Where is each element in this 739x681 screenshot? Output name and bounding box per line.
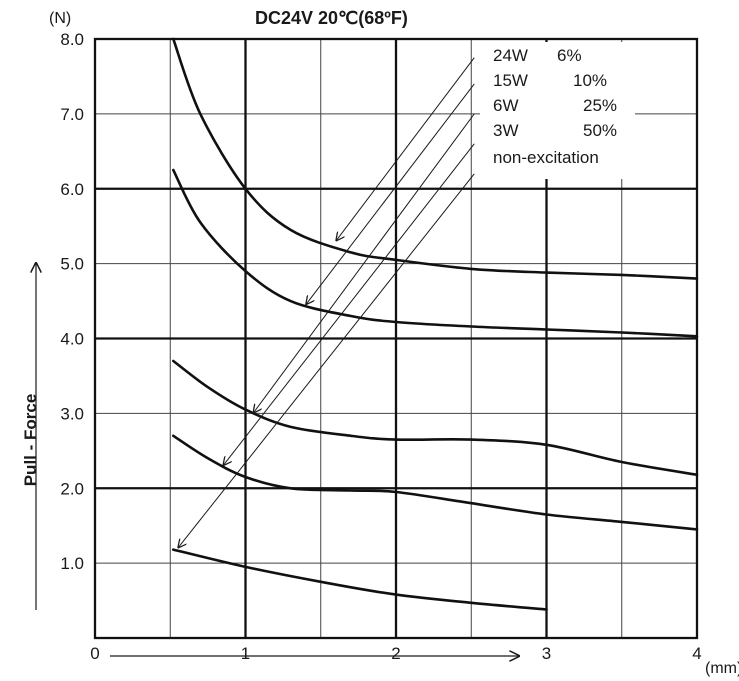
series-line-15w-10 bbox=[172, 168, 699, 338]
leader-line bbox=[306, 83, 475, 305]
legend-duty: 6% bbox=[557, 46, 582, 65]
legend-label: 15W bbox=[493, 71, 528, 90]
x-tick-label: 0 bbox=[90, 644, 99, 663]
y-tick-label: 6.0 bbox=[60, 180, 84, 199]
x-tick-label: 1 bbox=[241, 644, 250, 663]
legend-label: non-excitation bbox=[493, 148, 599, 167]
series-line-6w-25 bbox=[172, 359, 699, 477]
leader-line bbox=[223, 143, 475, 466]
x-tick-labels: 0 1 2 3 4 bbox=[90, 644, 701, 663]
legend-duty: 50% bbox=[583, 121, 617, 140]
legend: 24W 6% 15W 10% 6W 25% 3W 50% non-excitation bbox=[480, 42, 635, 179]
series-line-24w-6 bbox=[172, 37, 699, 280]
legend-leader-lines bbox=[178, 57, 475, 548]
y-tick-label: 5.0 bbox=[60, 255, 84, 274]
chart-title: DC24V 20℃(68ºF) bbox=[255, 8, 408, 28]
series-line-3w-50 bbox=[172, 434, 699, 531]
legend-label: 3W bbox=[493, 121, 519, 140]
y-tick-label: 4.0 bbox=[60, 330, 84, 349]
x-tick-label: 4 bbox=[692, 644, 701, 663]
legend-label: 24W bbox=[493, 46, 528, 65]
y-axis-label: Pull - Force bbox=[21, 394, 40, 487]
y-tick-labels: 1.0 2.0 3.0 4.0 5.0 6.0 7.0 8.0 bbox=[60, 30, 84, 573]
y-unit-label: (N) bbox=[49, 10, 71, 27]
y-tick-label: 1.0 bbox=[60, 554, 84, 573]
y-tick-label: 7.0 bbox=[60, 105, 84, 124]
legend-duty: 25% bbox=[583, 96, 617, 115]
leader-line bbox=[178, 173, 475, 548]
x-tick-label: 2 bbox=[391, 644, 400, 663]
legend-duty: 10% bbox=[573, 71, 607, 90]
series-lines bbox=[172, 37, 699, 611]
plot-area bbox=[93, 37, 699, 640]
y-tick-label: 8.0 bbox=[60, 30, 84, 49]
y-tick-label: 2.0 bbox=[60, 479, 84, 498]
legend-label: 6W bbox=[493, 96, 519, 115]
leader-line bbox=[336, 57, 475, 241]
series-line-non-excitation bbox=[172, 548, 548, 611]
x-tick-label: 3 bbox=[542, 644, 551, 663]
x-unit-label: (mm) bbox=[705, 660, 739, 677]
leader-line bbox=[253, 113, 475, 414]
y-tick-label: 3.0 bbox=[60, 404, 84, 423]
legend-background bbox=[480, 42, 635, 179]
plot-border bbox=[93, 37, 699, 640]
